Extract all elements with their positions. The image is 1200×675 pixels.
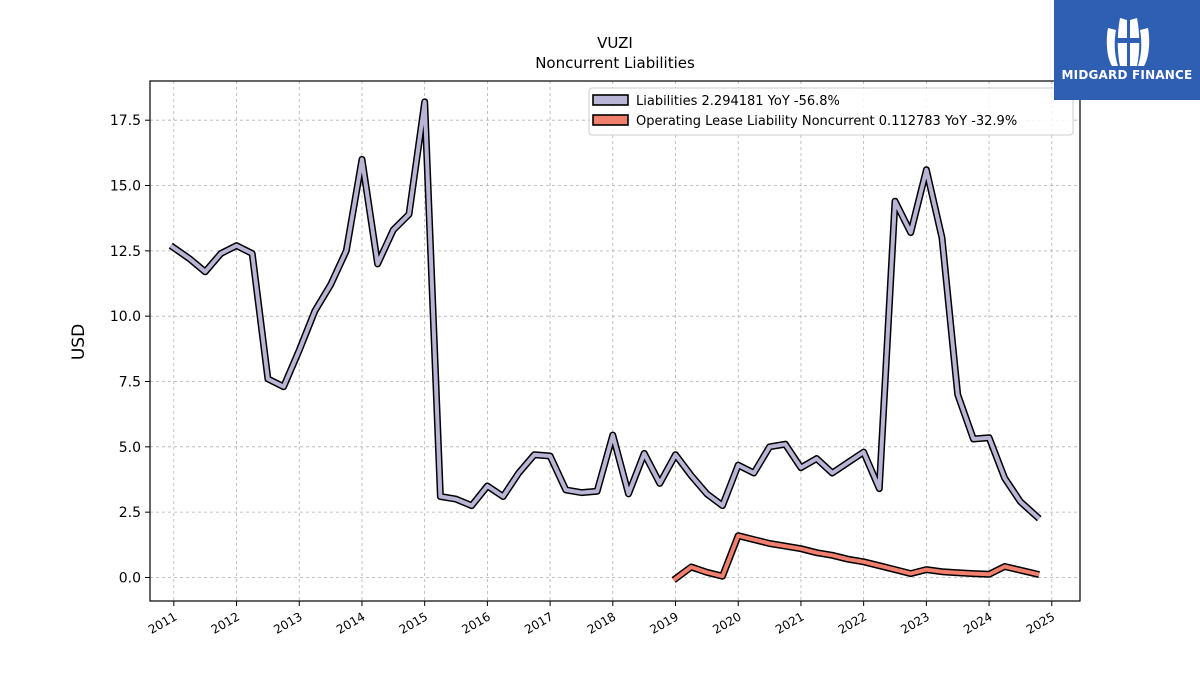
- x-tick-label: 2013: [271, 609, 304, 636]
- midgard-logo-icon: [1106, 18, 1150, 66]
- y-tick-label: 12.5: [110, 244, 141, 260]
- y-tick-label: 10.0: [110, 309, 141, 325]
- x-tick-label: 2012: [209, 609, 242, 636]
- series-line-0: [169, 99, 1041, 521]
- x-tick-label: 2020: [710, 609, 743, 636]
- legend-label: Operating Lease Liability Noncurrent 0.1…: [636, 114, 1017, 129]
- x-tick-label: 2021: [773, 609, 806, 636]
- series-line-1: [672, 533, 1040, 582]
- y-tick-label: 7.5: [119, 375, 141, 391]
- legend-swatch: [592, 94, 629, 106]
- legend-swatch: [592, 114, 629, 126]
- x-tick-label: 2016: [459, 609, 492, 636]
- series-layer: [168, 98, 1042, 583]
- x-tick-label: 2011: [146, 609, 179, 636]
- y-tick-label: 0.0: [119, 570, 141, 586]
- plot-frame: [149, 80, 1081, 602]
- axis-ticks: 2011 2012 2013 2014 2015 2016 2017 2018 2019 2020…: [110, 113, 1057, 637]
- x-tick-label: 2018: [585, 609, 618, 636]
- chart-title: VUZI: [597, 34, 633, 52]
- x-tick-label: 2015: [397, 609, 430, 636]
- x-tick-label: 2017: [522, 609, 555, 636]
- y-axis-label: USD: [69, 324, 89, 360]
- logo-text: MIDGARD FINANCE: [1061, 68, 1193, 82]
- y-tick-label: 17.5: [110, 113, 141, 129]
- y-tick-label: 5.0: [119, 440, 141, 456]
- x-tick-label: 2024: [961, 609, 994, 636]
- x-tick-label: 2019: [648, 609, 681, 636]
- chart-subtitle: Noncurrent Liabilities: [535, 54, 695, 72]
- y-tick-label: 15.0: [110, 179, 141, 195]
- grid-lines: [150, 81, 1080, 601]
- x-tick-label: 2014: [334, 609, 367, 636]
- legend-box: [588, 87, 1074, 136]
- midgard-logo: MIDGARD FINANCE: [1054, 0, 1200, 100]
- x-tick-label: 2025: [1024, 609, 1057, 636]
- y-tick-label: 2.5: [119, 505, 141, 521]
- x-tick-label: 2022: [836, 609, 869, 636]
- x-tick-label: 2023: [898, 609, 931, 636]
- legend-label: Liabilities 2.294181 YoY -56.8%: [636, 94, 840, 109]
- legend: Liabilities 2.294181 YoY -56.8% Operating…: [588, 87, 1074, 136]
